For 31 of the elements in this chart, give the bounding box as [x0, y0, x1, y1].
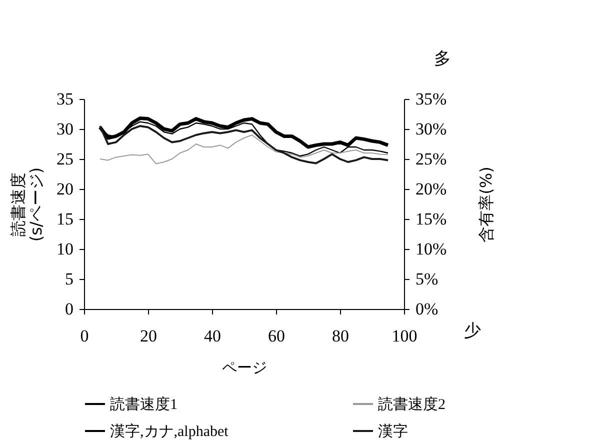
y2-tick-label: 10% — [416, 240, 447, 258]
y-tick-label: 5 — [65, 270, 74, 288]
y-axis-title: 読書速度 (s/ページ) — [8, 167, 46, 242]
y-tick-label: 30 — [56, 120, 74, 138]
y2-tick-label: 25% — [416, 150, 447, 168]
y-tick-label: 15 — [56, 210, 74, 228]
y-tick-label: 35 — [56, 90, 74, 108]
y2-tick-label: 0% — [416, 300, 438, 318]
text: 多 — [434, 49, 451, 69]
text: 少 — [464, 321, 481, 341]
x-tick-label: 60 — [268, 326, 285, 346]
y2-tick-label: 5% — [416, 270, 438, 288]
y-tick-label: 20 — [56, 180, 74, 198]
legend-label: 漢字,カナ,alphabet — [110, 423, 230, 440]
x-tick-label: 100 — [392, 326, 418, 346]
y2-axis-title: 含有率(%) — [476, 166, 496, 242]
y2-tick-label: 20% — [416, 180, 447, 198]
x-tick-label: 0 — [80, 326, 89, 346]
x-axis-title: ページ — [222, 360, 267, 376]
x-tick-label: 80 — [332, 326, 349, 346]
legend-label: 漢字 — [378, 423, 408, 440]
legend-label: 読書速度2 — [378, 396, 446, 413]
legend-label: 読書速度1 — [110, 396, 178, 413]
y2-tick-label: 15% — [416, 210, 447, 228]
y-tick-label: 0 — [65, 300, 74, 318]
y-tick-label: 10 — [56, 240, 74, 258]
y2-tick-label: 30% — [416, 120, 447, 138]
x-tick-label: 20 — [140, 326, 157, 346]
y-tick-label: 25 — [56, 150, 74, 168]
x-tick-label: 40 — [204, 326, 221, 346]
y2-tick-label: 35% — [416, 90, 447, 108]
